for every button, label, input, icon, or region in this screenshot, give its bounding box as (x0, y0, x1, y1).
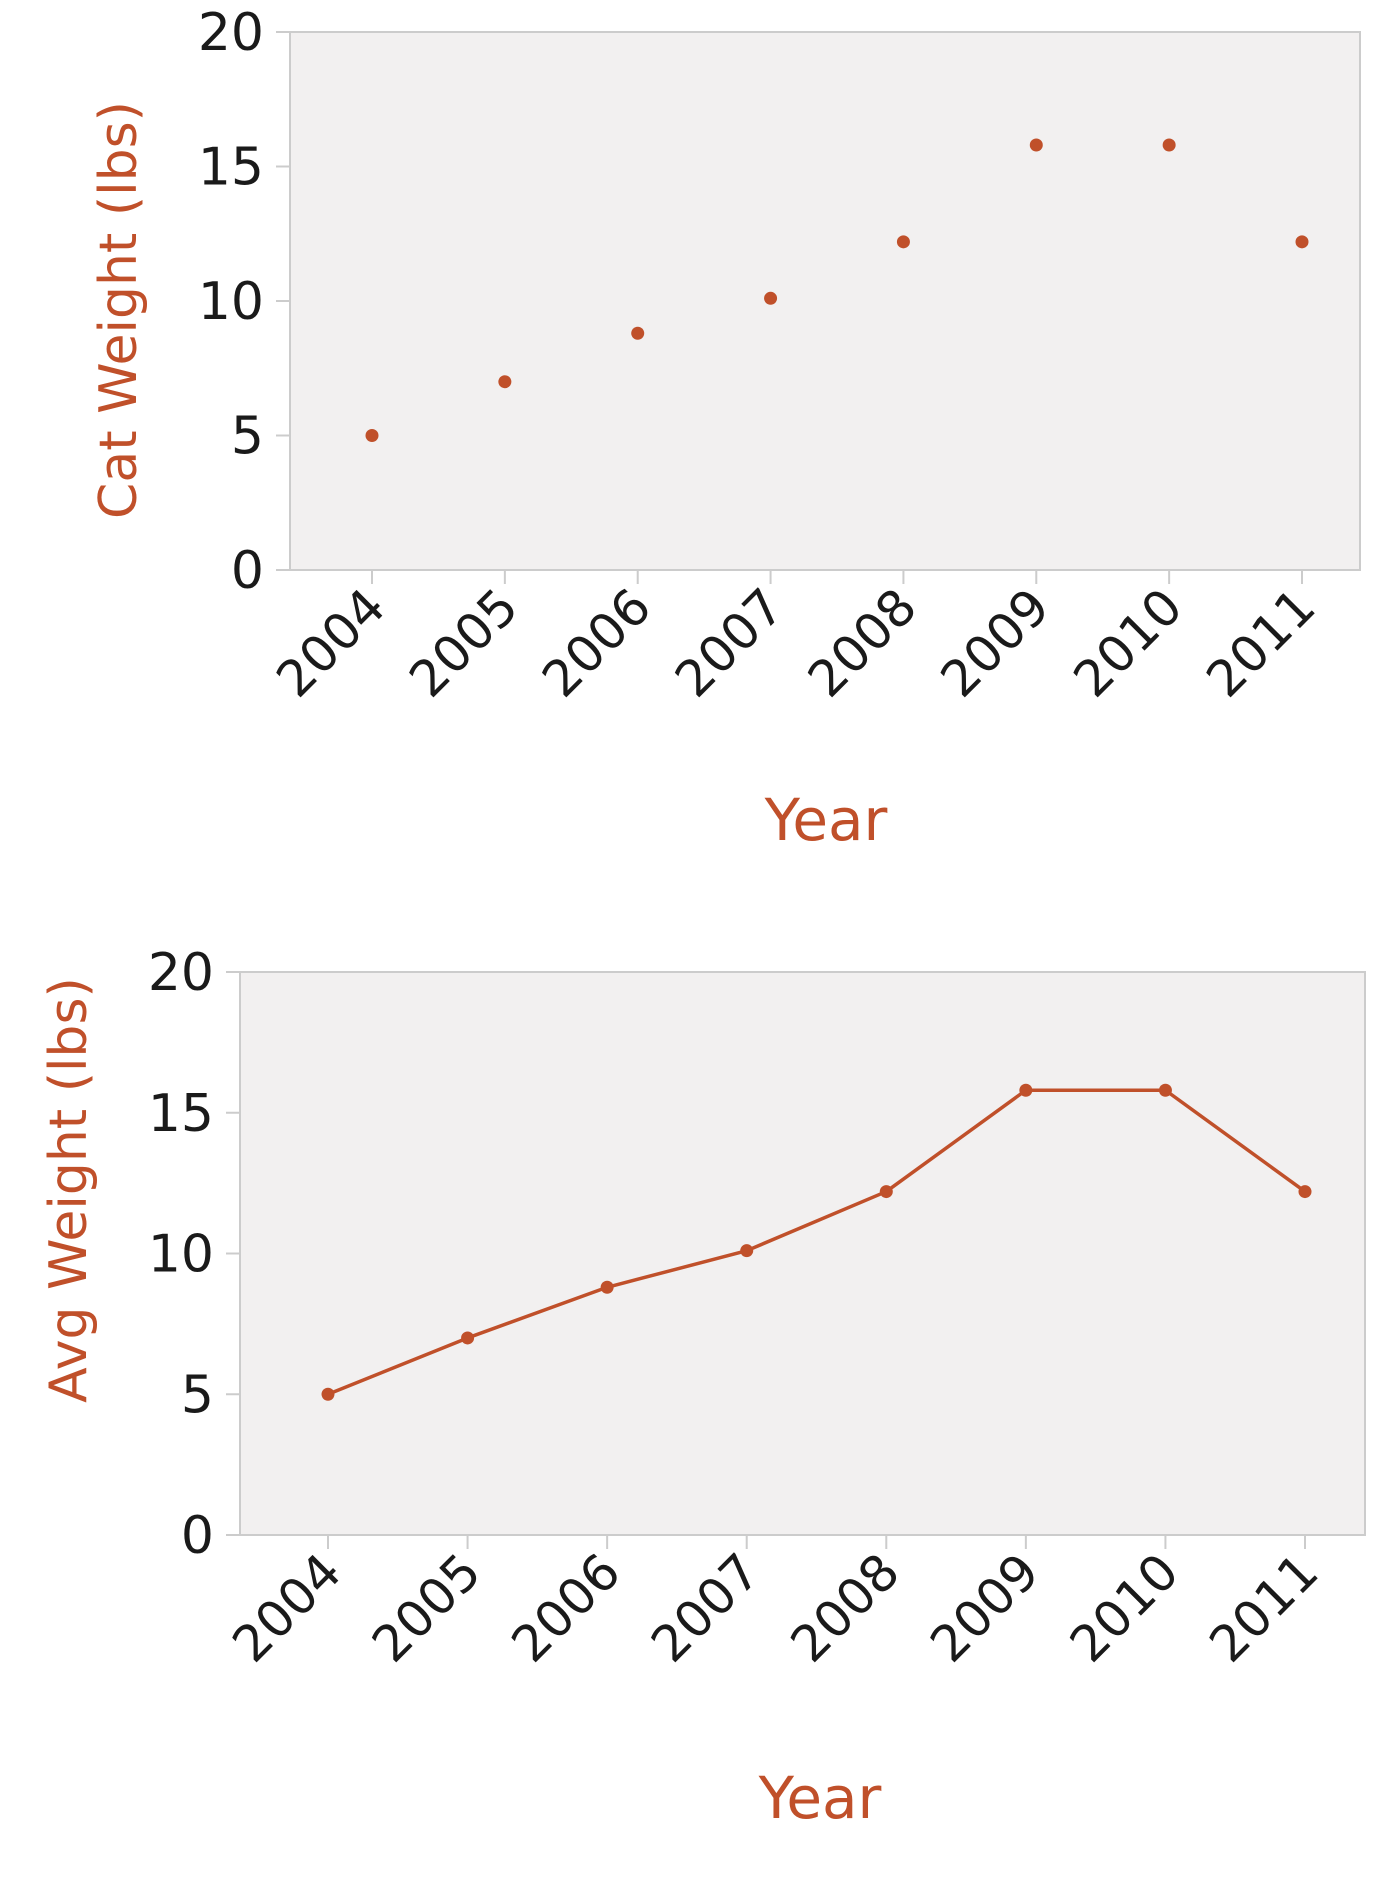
data-point (764, 291, 778, 305)
y-axis-title: Cat Weight (lbs) (89, 101, 149, 519)
line-chart: 0 5 10 15 20 2004 2005 2006 2007 2008 2009 2010 2011… (39, 943, 1366, 1832)
x-axis-title: Year (764, 786, 888, 854)
x-tick-label: 2009 (930, 577, 1061, 708)
data-point (631, 326, 645, 340)
data-point (1298, 1185, 1312, 1199)
y-tick-label: 20 (198, 3, 264, 63)
data-point (600, 1280, 614, 1294)
data-point (1029, 138, 1043, 152)
plot-area (239, 971, 1366, 1536)
x-tick-label: 2004 (221, 1542, 352, 1673)
plot-area (289, 31, 1361, 571)
y-axis-title: Avg Weight (lbs) (39, 977, 99, 1403)
x-tick-label: 2007 (664, 577, 795, 708)
y-tick-label: 5 (231, 407, 264, 467)
data-point (365, 429, 379, 442)
y-tick-label: 15 (148, 1084, 214, 1144)
data-point (1019, 1083, 1033, 1097)
x-tick-label: 2010 (1059, 1542, 1190, 1673)
x-axis-title: Year (758, 1764, 882, 1832)
x-tick-label: 2006 (501, 1542, 632, 1673)
x-tick-label: 2004 (265, 577, 396, 708)
data-point (1158, 1083, 1172, 1097)
data-point (896, 235, 910, 249)
y-tick-label: 20 (148, 943, 214, 1003)
y-tick-label: 15 (198, 138, 264, 198)
y-tick-label: 10 (198, 272, 264, 332)
y-tick-label: 0 (231, 541, 264, 601)
data-point (1295, 235, 1309, 249)
data-point (1162, 138, 1176, 152)
data-point (498, 375, 512, 389)
x-tick-label: 2006 (531, 577, 662, 708)
x-tick-label: 2008 (797, 577, 928, 708)
x-tick-label: 2011 (1195, 577, 1326, 708)
y-tick-label: 10 (148, 1225, 214, 1285)
series-line (327, 1088, 1307, 1396)
y-tick-label: 5 (181, 1365, 214, 1425)
x-tick-label: 2010 (1063, 577, 1194, 708)
x-tick-label: 2009 (919, 1542, 1050, 1673)
x-tick-label: 2005 (361, 1542, 492, 1673)
x-tick-label: 2011 (1198, 1542, 1329, 1673)
data-point (740, 1244, 754, 1258)
x-tick-label: 2007 (640, 1542, 771, 1673)
scatter-chart: 0 5 10 15 20 2004 2005 2006 2007 2008 2009 2010 2011… (89, 3, 1361, 854)
data-point (321, 1387, 335, 1401)
x-tick-label: 2008 (780, 1542, 911, 1673)
data-point (461, 1331, 475, 1345)
y-tick-label: 0 (181, 1506, 214, 1566)
data-point (879, 1185, 893, 1199)
x-tick-label: 2005 (398, 577, 529, 708)
